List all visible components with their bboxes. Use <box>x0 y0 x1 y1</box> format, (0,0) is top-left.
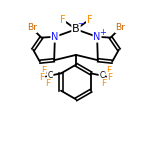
Text: Br: Br <box>27 23 36 32</box>
Text: F: F <box>45 79 50 88</box>
Text: +: + <box>99 28 106 36</box>
Text: F: F <box>39 73 44 82</box>
Text: N: N <box>51 32 59 42</box>
Text: Br: Br <box>116 23 125 32</box>
Text: B: B <box>72 24 80 34</box>
Text: −: − <box>77 19 84 28</box>
Text: N: N <box>93 32 101 42</box>
Text: C: C <box>48 71 53 80</box>
Text: F: F <box>102 79 107 88</box>
Text: F: F <box>87 15 92 24</box>
Text: F: F <box>60 15 65 24</box>
Text: F: F <box>108 73 113 82</box>
Text: F: F <box>41 66 46 75</box>
Text: C: C <box>99 71 104 80</box>
Text: F: F <box>106 66 111 75</box>
